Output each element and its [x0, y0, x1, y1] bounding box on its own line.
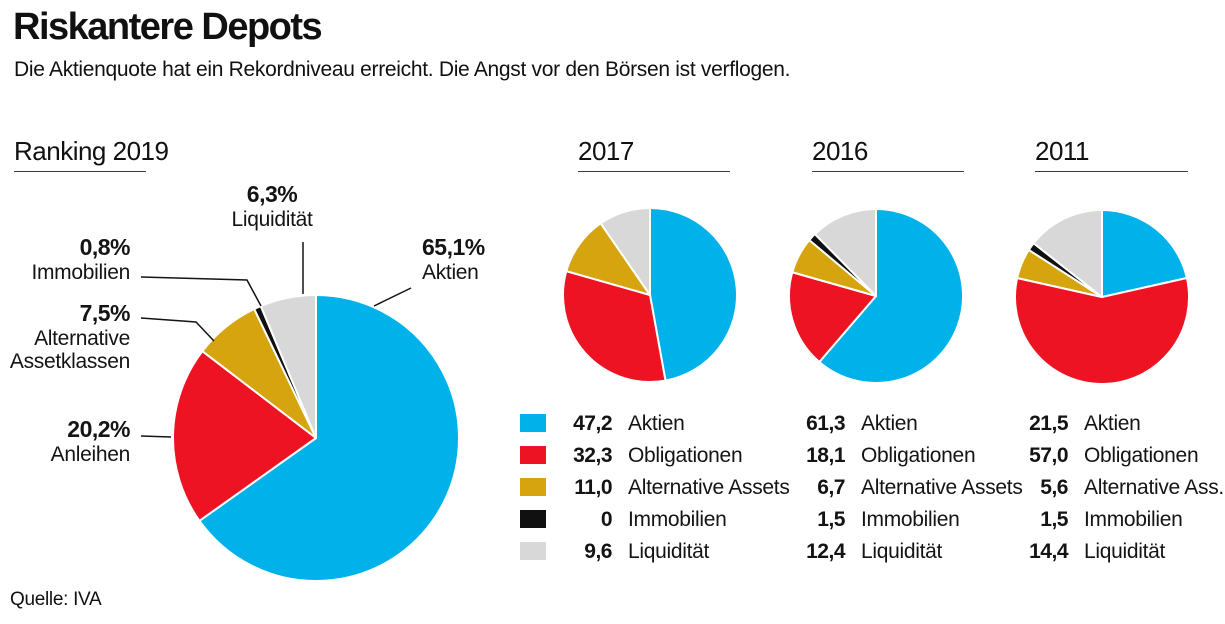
pie-slice-aktien	[818, 208, 964, 384]
callout-aktien-label: Aktien	[422, 260, 479, 284]
section-title-2011: 2011	[1035, 136, 1089, 166]
legend-row: 14,4 Liquidität	[1006, 540, 1224, 572]
legend-row: 32,3 Obligationen	[550, 444, 790, 476]
legend-row: 11,0 Alternative Assets	[550, 476, 790, 508]
callout-immobilien: 0,8% Immobilien	[0, 235, 130, 285]
callout-alternative-assetklassen: 7,5% Alternative Assetklassen	[0, 300, 131, 373]
legend-value: 6,7	[817, 476, 845, 499]
pie-slice-obligationen	[172, 350, 317, 522]
legend-2016: 61,3 Aktien 18,1 Obligationen 6,7 Alternative…	[783, 412, 1023, 572]
callout-aktien: 65,1% Aktien	[422, 235, 542, 285]
legend-row: 61,3 Aktien	[783, 412, 1023, 444]
legend-row: 47,2 Aktien	[550, 412, 790, 444]
page-title: Riskantere Depots	[13, 6, 323, 48]
legend-label: Alternative Assets	[861, 476, 1023, 499]
legend-value: 32,3	[573, 444, 612, 467]
legend-label: Obligationen	[628, 444, 743, 467]
callout-immobilien-value: 0,8%	[79, 234, 131, 260]
legend-value: 57,0	[1029, 444, 1068, 467]
legend-2011: 21,5 Aktien 57,0 Obligationen 5,6 Alternative…	[1006, 412, 1224, 572]
callout-liquiditaet-label: Liquidität	[231, 207, 313, 231]
callout-liquiditaet-value: 6,3%	[246, 181, 298, 207]
underline-ranking-2019	[14, 171, 146, 172]
legend-value: 12,4	[806, 540, 845, 563]
legend-label: Aktien	[628, 412, 685, 435]
legend-label: Aktien	[1084, 412, 1141, 435]
callout-alternative-label-line1: Alternative	[34, 326, 130, 350]
legend-row: 1,5 Immobilien	[1006, 508, 1224, 540]
legend-row: 1,5 Immobilien	[783, 508, 1023, 540]
legend-value: 11,0	[574, 476, 612, 499]
obligationen-legend-swatch	[520, 446, 546, 464]
legend-label: Aktien	[861, 412, 918, 435]
legend-value: 18,1	[806, 444, 845, 467]
legend-row: 21,5 Aktien	[1006, 412, 1224, 444]
pie-slice-obligationen	[1014, 277, 1190, 385]
callout-alternative-value: 7,5%	[79, 300, 131, 326]
legend-2017: 47,2 Aktien 32,3 Obligationen 11,0 Alternativ…	[550, 412, 790, 572]
underline-2016	[812, 171, 964, 172]
legend-label: Liquidität	[628, 540, 710, 563]
source-credit: Quelle: IVA	[10, 589, 102, 610]
legend-label: Alternative Assets	[628, 476, 790, 499]
pie-chart-2011	[1014, 209, 1190, 385]
legend-value: 14,4	[1029, 540, 1068, 563]
pie-chart-2016	[788, 208, 964, 384]
legend-label: Immobilien	[628, 508, 727, 531]
legend-value: 9,6	[584, 540, 612, 563]
callout-anleihen-value: 20,2%	[67, 416, 130, 442]
legend-value: 1,5	[1040, 508, 1068, 531]
legend-value: 1,5	[817, 508, 845, 531]
legend-value: 0	[600, 508, 613, 531]
legend-row: 6,7 Alternative Assets	[783, 476, 1023, 508]
liquiditaet-legend-swatch	[520, 542, 546, 560]
callout-anleihen: 20,2% Anleihen	[0, 416, 131, 467]
immobilien-legend-swatch	[520, 510, 546, 528]
pie-slice-liquiditaet	[1032, 209, 1103, 298]
legend-row: 18,1 Obligationen	[783, 444, 1023, 476]
callout-alternative-label-line2: Assetklassen	[9, 349, 130, 373]
legend-label: Liquidität	[861, 540, 943, 563]
pie-chart-2017	[562, 207, 738, 383]
legend-label: Obligationen	[1084, 444, 1199, 467]
legend-swatches	[520, 414, 546, 574]
aktien-legend-swatch	[520, 414, 546, 432]
legend-row: 9,6 Liquidität	[550, 540, 790, 572]
pie-slice-obligationen	[562, 270, 667, 383]
legend-label: Liquidität	[1084, 540, 1166, 563]
legend-row: 57,0 Obligationen	[1006, 444, 1224, 476]
pie-slice-liquiditaet	[813, 208, 877, 297]
pie-slice-aktien	[1101, 209, 1188, 298]
pie-slice-obligationen	[788, 271, 877, 363]
underline-2017	[578, 171, 730, 172]
legend-value: 21,5	[1029, 412, 1068, 435]
legend-label: Obligationen	[861, 444, 976, 467]
pie-chart-ranking-2019	[172, 294, 460, 582]
legend-value: 5,6	[1040, 476, 1068, 499]
callout-immobilien-label: Immobilien	[31, 260, 130, 284]
section-title-ranking-2019: Ranking 2019	[14, 136, 169, 166]
page-subtitle: Die Aktienquote hat ein Rekordniveau err…	[14, 58, 791, 81]
callout-aktien-value: 65,1%	[422, 234, 485, 260]
legend-row: 12,4 Liquidität	[783, 540, 1023, 572]
callout-anleihen-label: Anleihen	[50, 442, 131, 466]
legend-label: Immobilien	[861, 508, 960, 531]
alternative-legend-swatch	[520, 478, 546, 496]
legend-value: 47,2	[573, 412, 612, 435]
section-title-2017: 2017	[578, 136, 634, 166]
pie-slice-liquiditaet	[599, 207, 651, 296]
legend-label: Immobilien	[1084, 508, 1183, 531]
section-title-2016: 2016	[812, 136, 868, 166]
callout-liquiditaet: 6,3% Liquidität	[212, 182, 332, 232]
legend-label: Alternative Ass.	[1084, 476, 1224, 499]
legend-value: 61,3	[806, 412, 845, 435]
pie-slice-aktien	[198, 294, 460, 582]
legend-row: 0 Immobilien	[550, 508, 790, 540]
pie-slice-aktien	[649, 207, 738, 382]
legend-row: 5,6 Alternative Ass.	[1006, 476, 1224, 508]
underline-2011	[1035, 171, 1188, 172]
